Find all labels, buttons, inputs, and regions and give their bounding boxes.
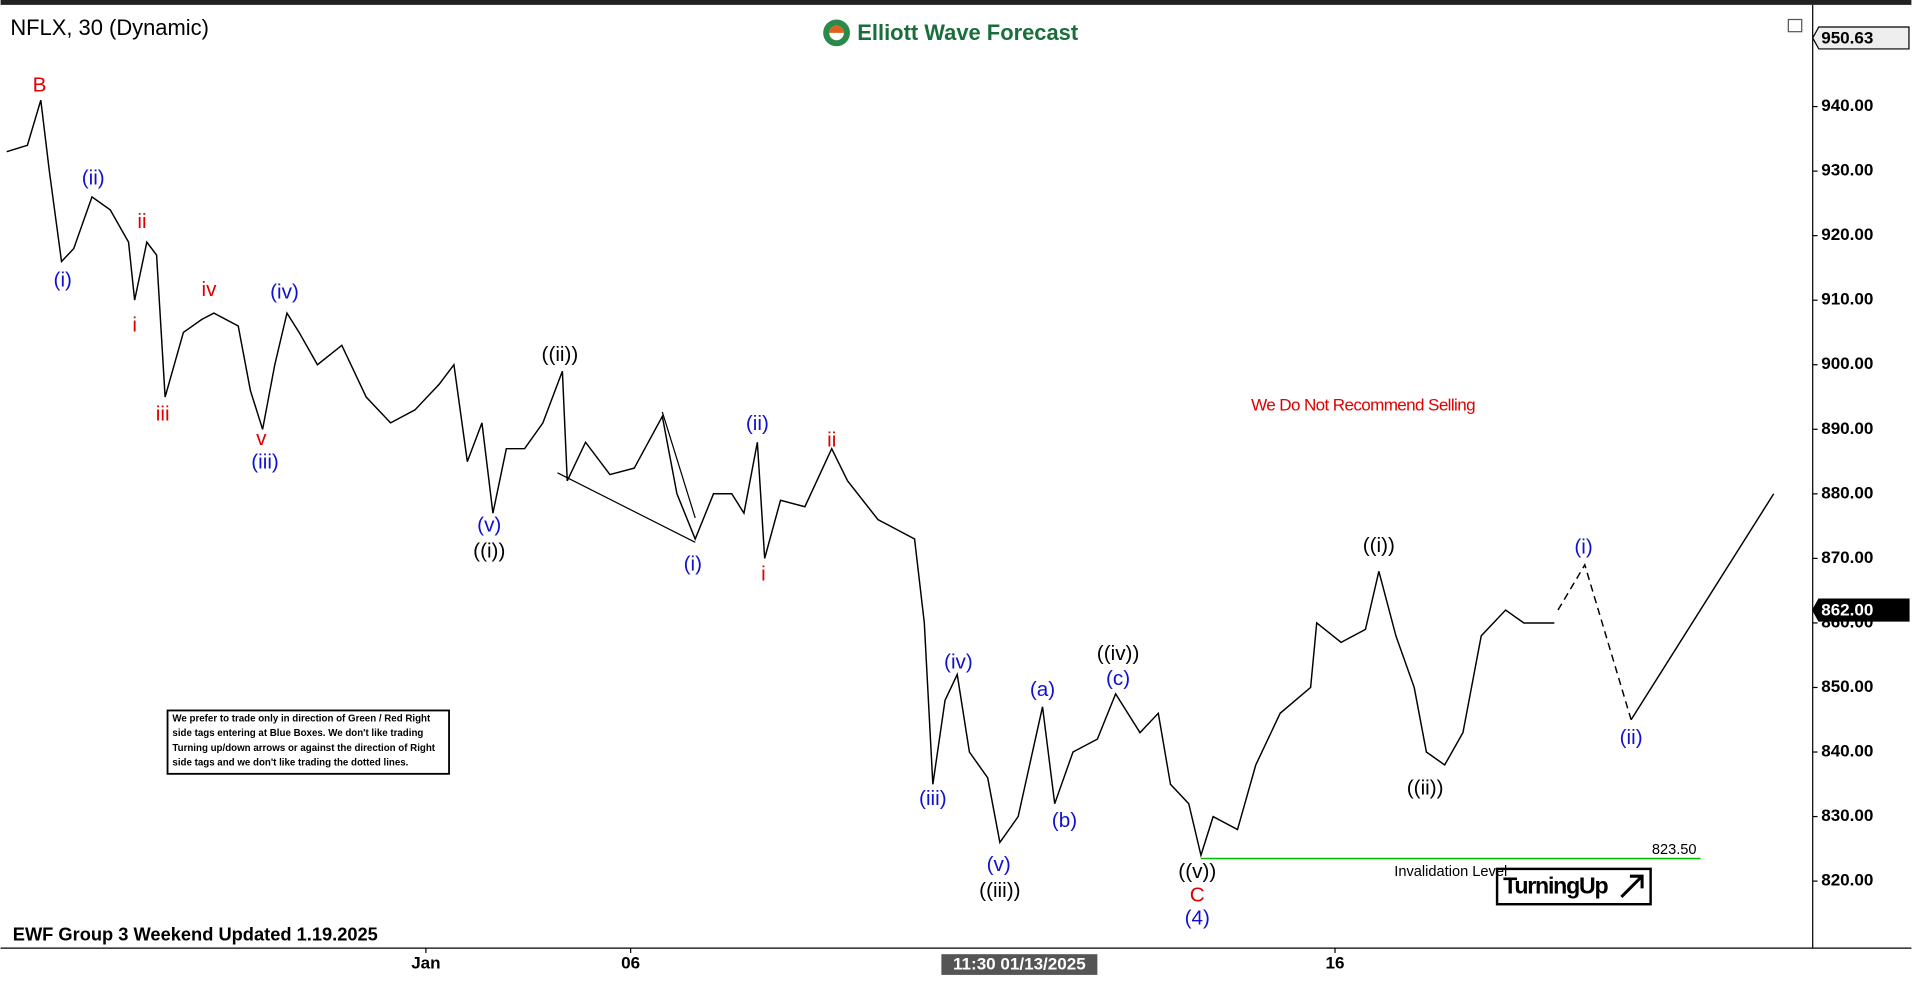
note-line: side tags and we don't like trading the … bbox=[172, 757, 408, 768]
price-line bbox=[1630, 493, 1775, 721]
y-tick-label: 880.00 bbox=[1821, 483, 1873, 502]
wave-label: ((iv)) bbox=[1097, 642, 1140, 665]
price-tag-label: 950.63 bbox=[1821, 29, 1873, 48]
signal-box: TurningUp bbox=[1495, 867, 1652, 906]
wave-label: i bbox=[132, 313, 137, 336]
y-tick-label: 840.00 bbox=[1821, 742, 1873, 761]
wave-label: ((i)) bbox=[1363, 534, 1395, 557]
wave-label: (i) bbox=[684, 552, 702, 575]
window-icon[interactable] bbox=[1787, 18, 1803, 33]
y-tick-label: 940.00 bbox=[1821, 96, 1873, 115]
note-frame bbox=[166, 709, 450, 775]
invalidation-text: Invalidation Level bbox=[1394, 864, 1507, 880]
x-tick-label: 16 bbox=[1326, 953, 1345, 972]
wave-label: ii bbox=[137, 210, 146, 233]
y-tick-label: 820.00 bbox=[1821, 871, 1873, 890]
wave-label: ii bbox=[827, 428, 836, 451]
y-tick-label: 870.00 bbox=[1821, 548, 1873, 567]
wave-label: (iii) bbox=[251, 450, 279, 473]
y-tick-label: 830.00 bbox=[1821, 806, 1873, 825]
top-border bbox=[0, 0, 1912, 5]
footer-text: EWF Group 3 Weekend Updated 1.19.2025 bbox=[13, 924, 378, 945]
wave-label: ((ii)) bbox=[1407, 776, 1444, 799]
wave-label: ((v)) bbox=[1178, 860, 1216, 883]
wave-label: (c) bbox=[1106, 667, 1130, 690]
note-box: We prefer to trade only in direction of … bbox=[166, 709, 450, 775]
wave-label: (i) bbox=[54, 268, 72, 291]
wave-label: (i) bbox=[1574, 536, 1592, 559]
y-tick-label: 890.00 bbox=[1821, 419, 1873, 438]
warning-text: We Do Not Recommend Selling bbox=[1251, 395, 1475, 414]
cursor-label: 11:30 01/13/2025 bbox=[953, 955, 1086, 974]
wave-label: C bbox=[1190, 883, 1205, 906]
signal-arrow bbox=[1620, 874, 1644, 898]
y-tick-label: 930.00 bbox=[1821, 161, 1873, 180]
price-tag-label: 862.00 bbox=[1821, 601, 1873, 620]
invalidation-value: 823.50 bbox=[1652, 842, 1697, 858]
wave-label: ((ii)) bbox=[542, 343, 579, 366]
price-line bbox=[1557, 563, 1632, 720]
wave-label: (iv) bbox=[944, 650, 973, 673]
price-line bbox=[6, 99, 1555, 858]
wave-label: ((i)) bbox=[473, 539, 505, 562]
brand-logo: Elliott Wave Forecast bbox=[823, 19, 1079, 47]
chart-title: NFLX, 30 (Dynamic) bbox=[10, 15, 209, 40]
signal-frame bbox=[1495, 867, 1652, 906]
cursor-box bbox=[941, 954, 1098, 975]
trend-line bbox=[557, 472, 696, 543]
x-tick-label: Jan bbox=[411, 953, 440, 972]
wave-label: (ii) bbox=[746, 412, 769, 435]
wave-label: v bbox=[256, 427, 267, 450]
wave-label: iv bbox=[202, 278, 218, 301]
wave-label: (a) bbox=[1030, 678, 1055, 701]
brand-name: Elliott Wave Forecast bbox=[857, 20, 1079, 45]
wave-label: (ii) bbox=[1620, 726, 1643, 749]
wave-label: (iv) bbox=[270, 281, 299, 304]
logo-icon-accent bbox=[829, 25, 844, 33]
wave-label: (ii) bbox=[82, 166, 105, 189]
x-tick-label: 06 bbox=[621, 953, 640, 972]
price-tag bbox=[1812, 26, 1910, 50]
trend-line bbox=[661, 411, 696, 519]
signal-text: TurningUp bbox=[1503, 872, 1608, 898]
triangle-lines bbox=[557, 411, 696, 543]
wave-label: (b) bbox=[1052, 809, 1077, 832]
y-tick-label: 910.00 bbox=[1821, 290, 1873, 309]
note-line: We prefer to trade only in direction of … bbox=[172, 714, 431, 725]
wave-label: iii bbox=[156, 403, 170, 426]
wave-label: (iii) bbox=[919, 787, 947, 810]
wave-label: (4) bbox=[1185, 907, 1210, 930]
wave-label: i bbox=[761, 563, 766, 586]
y-tick-label: 920.00 bbox=[1821, 225, 1873, 244]
wave-label: B bbox=[33, 73, 47, 96]
wave-label: ((iii)) bbox=[979, 879, 1020, 902]
note-line: side tags entering at Blue Boxes. We don… bbox=[172, 728, 423, 739]
y-tick-label: 900.00 bbox=[1821, 354, 1873, 373]
wave-label: (v) bbox=[477, 514, 501, 537]
price-tag bbox=[1812, 598, 1910, 622]
note-line: Turning up/down arrows or against the di… bbox=[172, 743, 435, 754]
wave-label: (v) bbox=[987, 853, 1011, 876]
y-tick-label: 850.00 bbox=[1821, 677, 1873, 696]
